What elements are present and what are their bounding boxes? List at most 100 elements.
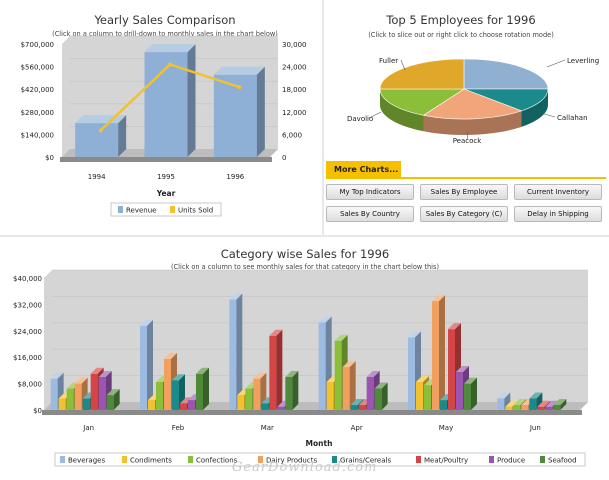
x-tick-label: 1995: [157, 173, 175, 181]
delay-in-shipping-button[interactable]: Delay in Shipping: [514, 206, 602, 222]
legend-swatch: [258, 456, 263, 463]
current-inventory-button[interactable]: Current Inventory: [514, 184, 602, 200]
y-tick-label: $40,000: [13, 275, 42, 283]
yearly-sales-chart[interactable]: Yearly Sales Comparison (Click on a colum…: [0, 0, 322, 235]
chart-title: Yearly Sales Comparison: [93, 13, 235, 27]
pie-slice-side: [521, 89, 548, 127]
bar-seafood[interactable]: [374, 382, 388, 410]
pie-leader-line: [368, 111, 382, 119]
x-tick-label: 1996: [226, 173, 244, 181]
legend-swatch: [416, 456, 421, 463]
watermark: GearDownload.com: [232, 460, 378, 475]
pie-label: Leverling: [567, 57, 599, 65]
chart-subtitle: (Click on a column to see monthly sales …: [171, 263, 439, 271]
x-axis-title: Year: [156, 189, 176, 198]
legend-swatch: [122, 456, 127, 463]
pie-slice-davolio[interactable]: [379, 88, 466, 116]
pie-label: Peacock: [453, 137, 483, 145]
pie-leader-line: [400, 59, 406, 71]
pie-leader-line: [466, 131, 469, 141]
pie-slice-callahan[interactable]: [463, 88, 549, 112]
bar-grains-cereals[interactable]: [529, 392, 543, 410]
sales-by-employee-button[interactable]: Sales By Employee: [420, 184, 508, 200]
legend-label: Condiments: [130, 457, 172, 465]
revenue-bar[interactable]: [213, 66, 265, 157]
y-tick-label: $280,000: [21, 109, 54, 117]
legend-label: Revenue: [126, 207, 157, 215]
y-tick-label: $700,000: [21, 41, 54, 49]
pie-label: Fuller: [379, 57, 398, 65]
pie-slice-fuller[interactable]: [379, 58, 465, 90]
x-tick-label: Mar: [261, 424, 274, 432]
chart-title: Top 5 Employees for 1996: [385, 13, 535, 27]
legend-swatch: [188, 456, 193, 463]
bar-seafood[interactable]: [196, 367, 209, 410]
y-tick-label: $0: [45, 154, 54, 162]
pie-slice-peacock[interactable]: [422, 88, 523, 120]
x-tick-label: Feb: [172, 424, 185, 432]
bar-dairy-products[interactable]: [432, 295, 445, 410]
pie-label: Callahan: [557, 114, 588, 122]
bar-beverages[interactable]: [497, 392, 511, 410]
legend-label: Produce: [497, 457, 525, 465]
revenue-bar[interactable]: [75, 115, 127, 157]
bar-dairy-products[interactable]: [342, 361, 356, 410]
more-charts-tab[interactable]: More Charts...: [326, 161, 401, 178]
bar-meat-poultry[interactable]: [269, 329, 283, 410]
y2-tick-label: 6,000: [282, 131, 302, 139]
bar-seafood[interactable]: [106, 389, 120, 410]
pie-slice-side: [380, 89, 424, 132]
legend-swatch: [60, 456, 65, 463]
y-tick-label: $140,000: [21, 131, 54, 139]
category-sales-panel: Category wise Sales for 1996 (Click on a …: [0, 238, 609, 480]
chart-subtitle: (Click on a column to drill-down to mont…: [52, 30, 278, 38]
legend-label: Units Sold: [178, 207, 213, 215]
plot-background: [44, 270, 588, 410]
units-sold-point: [168, 62, 172, 67]
legend-box: [110, 202, 222, 217]
more-charts-panel: More Charts... My Top Indicators Sales B…: [325, 160, 609, 235]
legend-swatch: [118, 206, 123, 213]
legend-box: [54, 452, 586, 467]
bar-beverages[interactable]: [140, 319, 153, 410]
y-tick-label: $420,000: [21, 86, 54, 94]
y-tick-label: $16,000: [13, 354, 42, 362]
my-top-indicators-button[interactable]: My Top Indicators: [326, 184, 414, 200]
y-tick-label: $560,000: [21, 64, 54, 72]
pie-slice-leverling[interactable]: [463, 58, 549, 90]
y2-tick-label: 0: [282, 154, 286, 162]
bar-seafood[interactable]: [285, 371, 299, 410]
x-tick-label: Apr: [351, 424, 363, 432]
horizontal-divider: [0, 235, 609, 237]
y2-tick-label: 24,000: [282, 64, 307, 72]
bar-seafood[interactable]: [553, 399, 567, 410]
units-sold-point: [98, 128, 103, 133]
legend-label: Meat/Poultry: [424, 457, 468, 465]
sales-by-category-button[interactable]: Sales By Category (C): [420, 206, 508, 222]
x-tick-label: Jun: [529, 424, 541, 432]
plot-base: [42, 410, 582, 415]
top-employees-pie-chart[interactable]: Top 5 Employees for 1996 (Click to slice …: [325, 0, 609, 160]
legend-label: Grains/Cereals: [340, 457, 391, 465]
vertical-divider: [322, 0, 324, 235]
legend-swatch: [540, 456, 545, 463]
legend-swatch: [489, 456, 494, 463]
yearly-sales-panel: Yearly Sales Comparison (Click on a colum…: [0, 0, 322, 235]
category-sales-chart[interactable]: Category wise Sales for 1996 (Click on a …: [0, 238, 609, 480]
y2-tick-label: 18,000: [282, 86, 307, 94]
bar-beverages[interactable]: [229, 293, 243, 410]
y-tick-label: $0: [33, 407, 42, 415]
units-sold-point: [237, 85, 242, 90]
plot-base: [60, 157, 272, 162]
chart-title: Category wise Sales for 1996: [221, 247, 390, 261]
legend-swatch: [332, 456, 337, 463]
revenue-bar[interactable]: [144, 44, 196, 158]
sales-by-country-button[interactable]: Sales By Country: [326, 206, 414, 222]
x-tick-label: 1994: [88, 173, 106, 181]
y-tick-label: $24,000: [13, 328, 42, 336]
x-tick-label: May: [439, 424, 453, 432]
top-employees-panel: Top 5 Employees for 1996 (Click to slice …: [325, 0, 609, 160]
y2-tick-label: 12,000: [282, 109, 307, 117]
legend-label: Dairy Products: [266, 457, 317, 465]
bar-seafood[interactable]: [464, 377, 477, 410]
